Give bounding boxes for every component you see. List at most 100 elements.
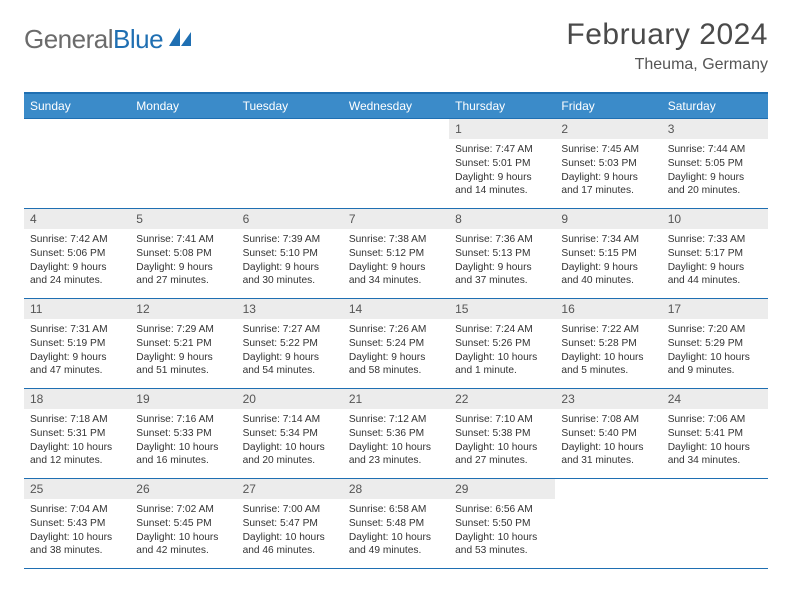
sunset-text: Sunset: 5:41 PM: [668, 427, 762, 441]
day-number: 4: [24, 209, 130, 229]
day-number: 26: [130, 479, 236, 499]
daylight-text: Daylight: 9 hours and 14 minutes.: [455, 171, 549, 199]
day-details: Sunrise: 7:45 AMSunset: 5:03 PMDaylight:…: [555, 139, 661, 204]
daylight-text: Daylight: 10 hours and 38 minutes.: [30, 531, 124, 559]
weekday-header: Monday: [130, 93, 236, 119]
sunrise-text: Sunrise: 7:04 AM: [30, 503, 124, 517]
daylight-text: Daylight: 10 hours and 53 minutes.: [455, 531, 549, 559]
calendar-day-cell: [343, 119, 449, 209]
day-details: Sunrise: 6:58 AMSunset: 5:48 PMDaylight:…: [343, 499, 449, 564]
day-details: Sunrise: 7:42 AMSunset: 5:06 PMDaylight:…: [24, 229, 130, 294]
calendar-day-cell: 18Sunrise: 7:18 AMSunset: 5:31 PMDayligh…: [24, 389, 130, 479]
daylight-text: Daylight: 9 hours and 44 minutes.: [668, 261, 762, 289]
sunset-text: Sunset: 5:12 PM: [349, 247, 443, 261]
daylight-text: Daylight: 10 hours and 34 minutes.: [668, 441, 762, 469]
calendar-day-cell: 9Sunrise: 7:34 AMSunset: 5:15 PMDaylight…: [555, 209, 661, 299]
calendar-week-row: 18Sunrise: 7:18 AMSunset: 5:31 PMDayligh…: [24, 389, 768, 479]
day-number: 28: [343, 479, 449, 499]
daylight-text: Daylight: 10 hours and 49 minutes.: [349, 531, 443, 559]
sunrise-text: Sunrise: 7:34 AM: [561, 233, 655, 247]
calendar-day-cell: 6Sunrise: 7:39 AMSunset: 5:10 PMDaylight…: [237, 209, 343, 299]
sunrise-text: Sunrise: 7:02 AM: [136, 503, 230, 517]
title-block: February 2024 Theuma, Germany: [566, 18, 768, 74]
day-number: 27: [237, 479, 343, 499]
sunrise-text: Sunrise: 7:26 AM: [349, 323, 443, 337]
calendar-day-cell: 4Sunrise: 7:42 AMSunset: 5:06 PMDaylight…: [24, 209, 130, 299]
calendar-day-cell: 11Sunrise: 7:31 AMSunset: 5:19 PMDayligh…: [24, 299, 130, 389]
sunset-text: Sunset: 5:38 PM: [455, 427, 549, 441]
sunrise-text: Sunrise: 7:18 AM: [30, 413, 124, 427]
sunset-text: Sunset: 5:03 PM: [561, 157, 655, 171]
calendar-day-cell: 3Sunrise: 7:44 AMSunset: 5:05 PMDaylight…: [662, 119, 768, 209]
calendar-day-cell: 24Sunrise: 7:06 AMSunset: 5:41 PMDayligh…: [662, 389, 768, 479]
sunset-text: Sunset: 5:40 PM: [561, 427, 655, 441]
sunset-text: Sunset: 5:05 PM: [668, 157, 762, 171]
day-number: 15: [449, 299, 555, 319]
day-details: Sunrise: 7:39 AMSunset: 5:10 PMDaylight:…: [237, 229, 343, 294]
sunrise-text: Sunrise: 7:16 AM: [136, 413, 230, 427]
sunrise-text: Sunrise: 7:38 AM: [349, 233, 443, 247]
sunrise-text: Sunrise: 7:27 AM: [243, 323, 337, 337]
sunrise-text: Sunrise: 7:39 AM: [243, 233, 337, 247]
daylight-text: Daylight: 9 hours and 27 minutes.: [136, 261, 230, 289]
sunrise-text: Sunrise: 7:22 AM: [561, 323, 655, 337]
calendar-week-row: 25Sunrise: 7:04 AMSunset: 5:43 PMDayligh…: [24, 479, 768, 569]
calendar-day-cell: 28Sunrise: 6:58 AMSunset: 5:48 PMDayligh…: [343, 479, 449, 569]
sunrise-text: Sunrise: 7:24 AM: [455, 323, 549, 337]
day-details: Sunrise: 7:18 AMSunset: 5:31 PMDaylight:…: [24, 409, 130, 474]
day-details: Sunrise: 7:26 AMSunset: 5:24 PMDaylight:…: [343, 319, 449, 384]
sunset-text: Sunset: 5:06 PM: [30, 247, 124, 261]
day-number: 12: [130, 299, 236, 319]
calendar-week-row: 4Sunrise: 7:42 AMSunset: 5:06 PMDaylight…: [24, 209, 768, 299]
calendar-day-cell: [130, 119, 236, 209]
daylight-text: Daylight: 10 hours and 46 minutes.: [243, 531, 337, 559]
sunrise-text: Sunrise: 7:14 AM: [243, 413, 337, 427]
calendar-day-cell: 21Sunrise: 7:12 AMSunset: 5:36 PMDayligh…: [343, 389, 449, 479]
sunrise-text: Sunrise: 7:47 AM: [455, 143, 549, 157]
sunrise-text: Sunrise: 7:10 AM: [455, 413, 549, 427]
sunset-text: Sunset: 5:28 PM: [561, 337, 655, 351]
day-number: 22: [449, 389, 555, 409]
daylight-text: Daylight: 10 hours and 23 minutes.: [349, 441, 443, 469]
sunrise-text: Sunrise: 7:20 AM: [668, 323, 762, 337]
day-number: 23: [555, 389, 661, 409]
day-details: Sunrise: 7:16 AMSunset: 5:33 PMDaylight:…: [130, 409, 236, 474]
day-number: 8: [449, 209, 555, 229]
day-details: Sunrise: 7:24 AMSunset: 5:26 PMDaylight:…: [449, 319, 555, 384]
calendar-day-cell: [662, 479, 768, 569]
day-details: Sunrise: 7:38 AMSunset: 5:12 PMDaylight:…: [343, 229, 449, 294]
sunrise-text: Sunrise: 6:56 AM: [455, 503, 549, 517]
weekday-header: Thursday: [449, 93, 555, 119]
sunrise-text: Sunrise: 7:45 AM: [561, 143, 655, 157]
day-number: 11: [24, 299, 130, 319]
day-details: Sunrise: 7:34 AMSunset: 5:15 PMDaylight:…: [555, 229, 661, 294]
sunset-text: Sunset: 5:13 PM: [455, 247, 549, 261]
day-details: Sunrise: 7:41 AMSunset: 5:08 PMDaylight:…: [130, 229, 236, 294]
sunset-text: Sunset: 5:10 PM: [243, 247, 337, 261]
sunset-text: Sunset: 5:15 PM: [561, 247, 655, 261]
sunset-text: Sunset: 5:34 PM: [243, 427, 337, 441]
day-details: Sunrise: 7:22 AMSunset: 5:28 PMDaylight:…: [555, 319, 661, 384]
sunset-text: Sunset: 5:08 PM: [136, 247, 230, 261]
calendar-day-cell: 25Sunrise: 7:04 AMSunset: 5:43 PMDayligh…: [24, 479, 130, 569]
day-number: 2: [555, 119, 661, 139]
calendar-day-cell: 2Sunrise: 7:45 AMSunset: 5:03 PMDaylight…: [555, 119, 661, 209]
calendar-day-cell: 20Sunrise: 7:14 AMSunset: 5:34 PMDayligh…: [237, 389, 343, 479]
calendar-day-cell: [24, 119, 130, 209]
sunrise-text: Sunrise: 7:31 AM: [30, 323, 124, 337]
month-title: February 2024: [566, 18, 768, 52]
sunrise-text: Sunrise: 7:00 AM: [243, 503, 337, 517]
header: GeneralBlue February 2024 Theuma, German…: [24, 18, 768, 74]
daylight-text: Daylight: 9 hours and 30 minutes.: [243, 261, 337, 289]
sunset-text: Sunset: 5:50 PM: [455, 517, 549, 531]
brand-logo: GeneralBlue: [24, 18, 193, 55]
calendar-day-cell: 7Sunrise: 7:38 AMSunset: 5:12 PMDaylight…: [343, 209, 449, 299]
sunset-text: Sunset: 5:17 PM: [668, 247, 762, 261]
daylight-text: Daylight: 9 hours and 24 minutes.: [30, 261, 124, 289]
day-details: Sunrise: 7:04 AMSunset: 5:43 PMDaylight:…: [24, 499, 130, 564]
daylight-text: Daylight: 10 hours and 27 minutes.: [455, 441, 549, 469]
daylight-text: Daylight: 9 hours and 17 minutes.: [561, 171, 655, 199]
daylight-text: Daylight: 10 hours and 9 minutes.: [668, 351, 762, 379]
sunset-text: Sunset: 5:43 PM: [30, 517, 124, 531]
day-details: Sunrise: 7:47 AMSunset: 5:01 PMDaylight:…: [449, 139, 555, 204]
